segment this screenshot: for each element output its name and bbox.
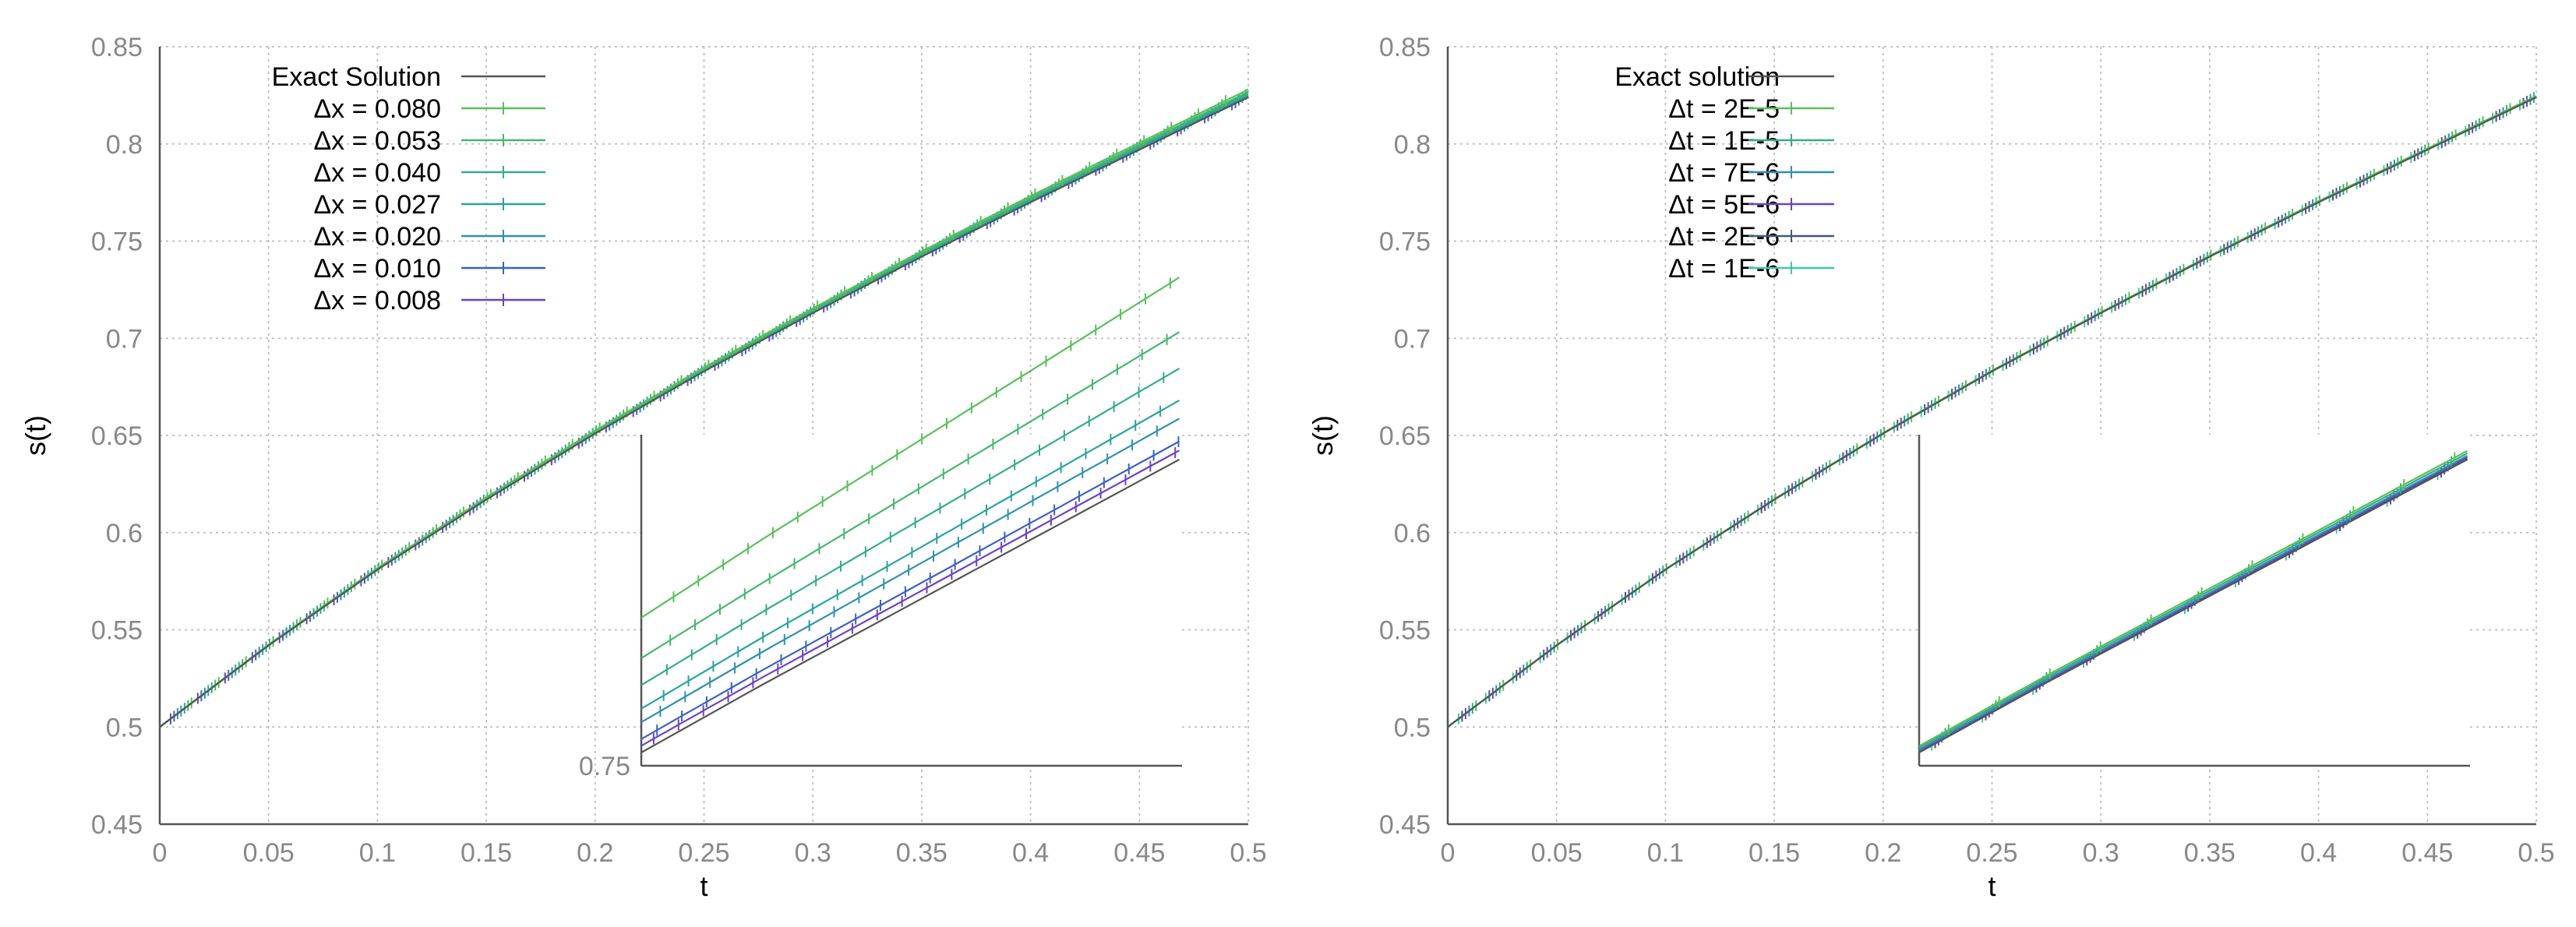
inset-series-line (640, 399, 1180, 710)
x-tick-label: 0.3 (795, 838, 831, 868)
inset-series-line (1918, 455, 2468, 751)
y-tick-label: 0.7 (1394, 324, 1431, 354)
x-tick-label: 0.1 (359, 838, 396, 868)
y-tick-label: 0.55 (91, 616, 143, 646)
inset-exact-line (1918, 458, 2468, 753)
x-tick-label: 0.15 (461, 838, 512, 868)
x-tick-label: 0.25 (678, 838, 729, 868)
y-tick-label: 0.6 (106, 519, 143, 548)
y-tick-label: 0.5 (1394, 713, 1431, 742)
x-tick-label: 0.35 (896, 838, 947, 868)
x-tick-label: 0 (1441, 838, 1456, 868)
inset-series-line (640, 418, 1180, 724)
series-line (159, 88, 1249, 728)
x-tick-label: 0.3 (2083, 838, 2119, 868)
x-tick-label: 0.5 (2518, 838, 2554, 868)
inset-series-line (1918, 449, 2468, 747)
legend-entry-label: Δx = 0.020 (313, 222, 441, 252)
legend-entry-label: Δx = 0.040 (313, 158, 441, 188)
y-tick-label: 0.7 (106, 324, 143, 354)
exact-solution-line (159, 96, 1249, 728)
inset-exact-line (640, 458, 1180, 753)
x-tick-label: 0.4 (2300, 838, 2337, 868)
x-tick-label: 0.05 (243, 838, 295, 868)
legend-entry-label: Exact Solution (272, 62, 441, 92)
right-chart-panel: 0 0.05 0.1 0.15 0.2 0.25 0.3 0.35 0.4 0.45 0.5 0.45… (1307, 33, 2555, 902)
y-tick-label: 0.6 (1394, 519, 1431, 548)
y-axis-label: s(t) (1307, 415, 1339, 456)
legend-entry-label: Δx = 0.053 (313, 126, 441, 156)
inset-series-line (1918, 452, 2468, 749)
x-tick-label: 0.35 (2184, 838, 2235, 868)
x-axis-label: t (700, 870, 708, 902)
y-tick-label: 0.55 (1379, 616, 1431, 646)
legend-entry-label: Δx = 0.010 (313, 254, 441, 284)
inset-series-line (640, 277, 1180, 619)
x-tick-label: 0.45 (2401, 838, 2453, 868)
x-tick-label: 0.25 (1966, 838, 2017, 868)
y-tick-label: 0.85 (1379, 33, 1431, 62)
x-tick-label: 0.1 (1647, 838, 1684, 868)
y-tick-label: 0.45 (91, 810, 143, 840)
y-tick-label: 0.65 (91, 421, 143, 451)
y-tick-label: 0.45 (1379, 810, 1431, 840)
x-tick-label: 0.45 (1113, 838, 1165, 868)
y-tick-label: 0.8 (106, 130, 143, 160)
y-tick-label: 0.5 (106, 713, 143, 742)
x-tick-label: 0.2 (1865, 838, 1901, 868)
x-tick-label: 0 (153, 838, 168, 868)
y-tick-label: 0.8 (1394, 130, 1431, 160)
x-tick-label: 0.2 (577, 838, 613, 868)
left-chart-panel: 0 0.05 0.1 0.15 0.2 0.25 0.3 0.35 0.4 0.45 0.5 0.45… (19, 33, 1267, 902)
legend-entry-label: Δx = 0.008 (313, 286, 441, 315)
legend-entry-label: Δx = 0.080 (313, 94, 441, 124)
y-tick-label: 0.65 (1379, 421, 1431, 451)
x-tick-label: 0.4 (1012, 838, 1049, 868)
x-tick-label: 0.5 (1230, 838, 1266, 868)
y-tick-label: 0.85 (91, 33, 143, 62)
inset-series-line (640, 331, 1180, 659)
exact-solution-line (1447, 96, 2537, 728)
y-tick-label: 0.75 (91, 227, 143, 257)
x-tick-label: 0.15 (1749, 838, 1800, 868)
y-axis-label: s(t) (19, 415, 51, 456)
inset-y-tick-label: 0.75 (579, 752, 630, 781)
legend-entry-label: Δx = 0.027 (313, 190, 441, 220)
inset-series-line (640, 449, 1180, 747)
y-tick-label: 0.75 (1379, 227, 1431, 257)
x-axis-label: t (1988, 870, 1996, 902)
x-tick-label: 0.05 (1531, 838, 1583, 868)
